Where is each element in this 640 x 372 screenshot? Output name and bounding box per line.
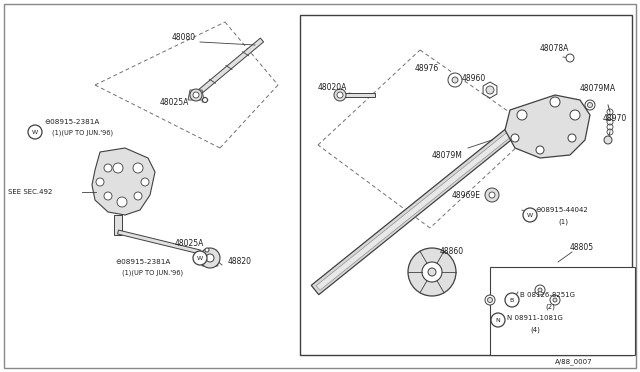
Polygon shape xyxy=(202,250,218,266)
Polygon shape xyxy=(415,255,450,290)
Polygon shape xyxy=(483,82,497,98)
Text: (4): (4) xyxy=(530,327,540,333)
Circle shape xyxy=(206,254,214,262)
Circle shape xyxy=(485,295,495,305)
Circle shape xyxy=(566,54,574,62)
Text: 48020A: 48020A xyxy=(318,83,348,92)
Text: B 08126-8251G: B 08126-8251G xyxy=(520,292,575,298)
Text: N 08911-1081G: N 08911-1081G xyxy=(507,315,563,321)
Circle shape xyxy=(193,251,207,265)
Circle shape xyxy=(113,163,123,173)
Circle shape xyxy=(428,268,436,276)
Text: (1)(UP TO JUN.'96): (1)(UP TO JUN.'96) xyxy=(52,130,113,136)
Text: 48025A: 48025A xyxy=(175,238,204,247)
Bar xyxy=(490,267,635,355)
Circle shape xyxy=(585,100,595,110)
Polygon shape xyxy=(316,106,544,290)
Text: 48080: 48080 xyxy=(172,32,196,42)
Polygon shape xyxy=(188,90,204,100)
Text: 48078A: 48078A xyxy=(540,44,570,52)
Circle shape xyxy=(550,97,560,107)
Circle shape xyxy=(205,248,209,252)
Text: (1)(UP TO JUN.'96): (1)(UP TO JUN.'96) xyxy=(122,270,183,276)
Circle shape xyxy=(133,163,143,173)
Circle shape xyxy=(505,293,519,307)
Text: 48960: 48960 xyxy=(462,74,486,83)
Circle shape xyxy=(452,77,458,83)
Text: 48969E: 48969E xyxy=(452,190,481,199)
Polygon shape xyxy=(505,95,590,158)
Text: 48820: 48820 xyxy=(228,257,252,266)
Circle shape xyxy=(491,313,505,327)
Text: W: W xyxy=(32,129,38,135)
Text: A/88_0007: A/88_0007 xyxy=(555,359,593,365)
Polygon shape xyxy=(92,148,155,215)
Text: 48970: 48970 xyxy=(603,113,627,122)
Text: 48079MA: 48079MA xyxy=(580,83,616,93)
Text: 48860: 48860 xyxy=(440,247,464,257)
Circle shape xyxy=(523,208,537,222)
Text: ⊖08915-44042: ⊖08915-44042 xyxy=(535,207,588,213)
Circle shape xyxy=(96,178,104,186)
Circle shape xyxy=(134,192,142,200)
Circle shape xyxy=(588,103,593,108)
Circle shape xyxy=(511,134,519,142)
Circle shape xyxy=(488,298,493,302)
Polygon shape xyxy=(195,38,264,97)
Circle shape xyxy=(535,285,545,295)
Text: (2): (2) xyxy=(545,304,555,310)
Text: 48025A: 48025A xyxy=(160,97,189,106)
Circle shape xyxy=(604,136,612,144)
Polygon shape xyxy=(340,93,375,97)
Text: W: W xyxy=(197,256,203,260)
Circle shape xyxy=(337,92,343,98)
Text: 48805: 48805 xyxy=(570,244,594,253)
Circle shape xyxy=(28,125,42,139)
Text: ⊖08915-2381A: ⊖08915-2381A xyxy=(44,119,99,125)
Circle shape xyxy=(117,197,127,207)
Text: N: N xyxy=(495,317,500,323)
Circle shape xyxy=(486,86,494,94)
Circle shape xyxy=(193,92,199,98)
Polygon shape xyxy=(118,230,200,254)
Circle shape xyxy=(190,89,202,101)
Circle shape xyxy=(538,288,542,292)
Text: 48079M: 48079M xyxy=(432,151,463,160)
Circle shape xyxy=(408,248,456,296)
Circle shape xyxy=(104,192,112,200)
Circle shape xyxy=(141,178,149,186)
Circle shape xyxy=(568,134,576,142)
Circle shape xyxy=(422,262,442,282)
Polygon shape xyxy=(311,100,548,295)
Circle shape xyxy=(550,295,560,305)
Text: ⊖08915-2381A: ⊖08915-2381A xyxy=(115,259,170,265)
Circle shape xyxy=(570,110,580,120)
Text: SEE SEC.492: SEE SEC.492 xyxy=(8,189,52,195)
Text: 48976: 48976 xyxy=(415,64,439,73)
Circle shape xyxy=(553,298,557,302)
Circle shape xyxy=(200,248,220,268)
Text: B: B xyxy=(510,298,514,302)
Circle shape xyxy=(485,188,499,202)
Polygon shape xyxy=(114,215,122,235)
Circle shape xyxy=(517,110,527,120)
Circle shape xyxy=(202,97,207,103)
Text: (1): (1) xyxy=(558,219,568,225)
Text: W: W xyxy=(527,212,533,218)
Circle shape xyxy=(104,164,112,172)
Circle shape xyxy=(334,89,346,101)
Circle shape xyxy=(448,73,462,87)
Circle shape xyxy=(536,146,544,154)
Bar xyxy=(300,15,632,355)
Circle shape xyxy=(489,192,495,198)
